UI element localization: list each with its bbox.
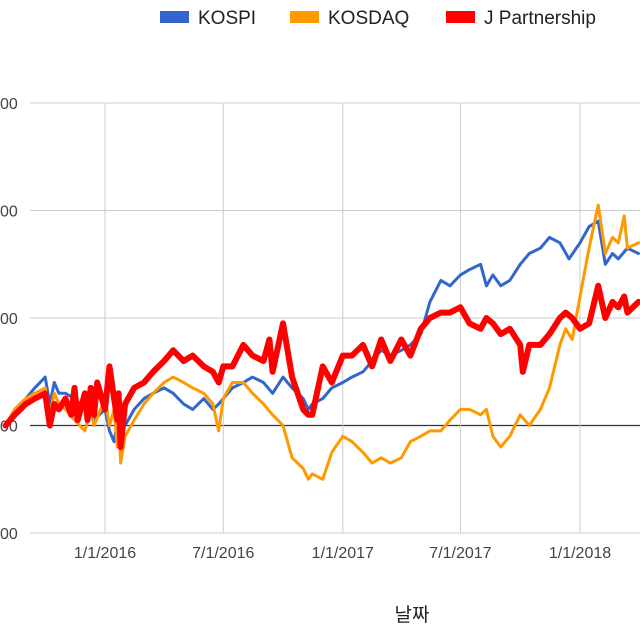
legend-item-kospi[interactable]: KOSPI — [160, 8, 256, 29]
legend: KOSPI KOSDAQ J Partnership — [160, 8, 596, 29]
x-tick-label: 7/1/2017 — [429, 545, 491, 562]
legend-item-j-partnership[interactable]: J Partnership — [446, 8, 596, 29]
y-tick-label: 00 — [0, 311, 18, 328]
series-lines — [2, 203, 640, 481]
legend-label-j-partnership: J Partnership — [484, 8, 596, 29]
legend-item-kosdaq[interactable]: KOSDAQ — [290, 8, 409, 29]
x-axis-ticks: 1/1/2016 7/1/2016 1/1/2017 7/1/2017 1/1/2018 — [74, 545, 611, 562]
x-tick-label: 1/1/2018 — [549, 545, 611, 562]
y-tick-label: 00 — [0, 204, 18, 221]
x-tick-label: 1/1/2016 — [74, 545, 136, 562]
series-line-j-partnership[interactable] — [2, 282, 640, 450]
legend-swatch-kosdaq — [290, 11, 319, 23]
y-tick-label: 00 — [0, 526, 18, 543]
x-tick-label: 7/1/2016 — [192, 545, 254, 562]
legend-label-kospi: KOSPI — [198, 8, 256, 29]
grid — [30, 102, 640, 534]
legend-swatch-kospi — [160, 11, 189, 23]
y-tick-label: 00 — [0, 96, 18, 113]
legend-swatch-j-partnership — [446, 11, 475, 23]
legend-label-kosdaq: KOSDAQ — [328, 8, 409, 29]
x-tick-label: 1/1/2017 — [312, 545, 374, 562]
x-axis-label: 날짜 — [395, 604, 430, 626]
